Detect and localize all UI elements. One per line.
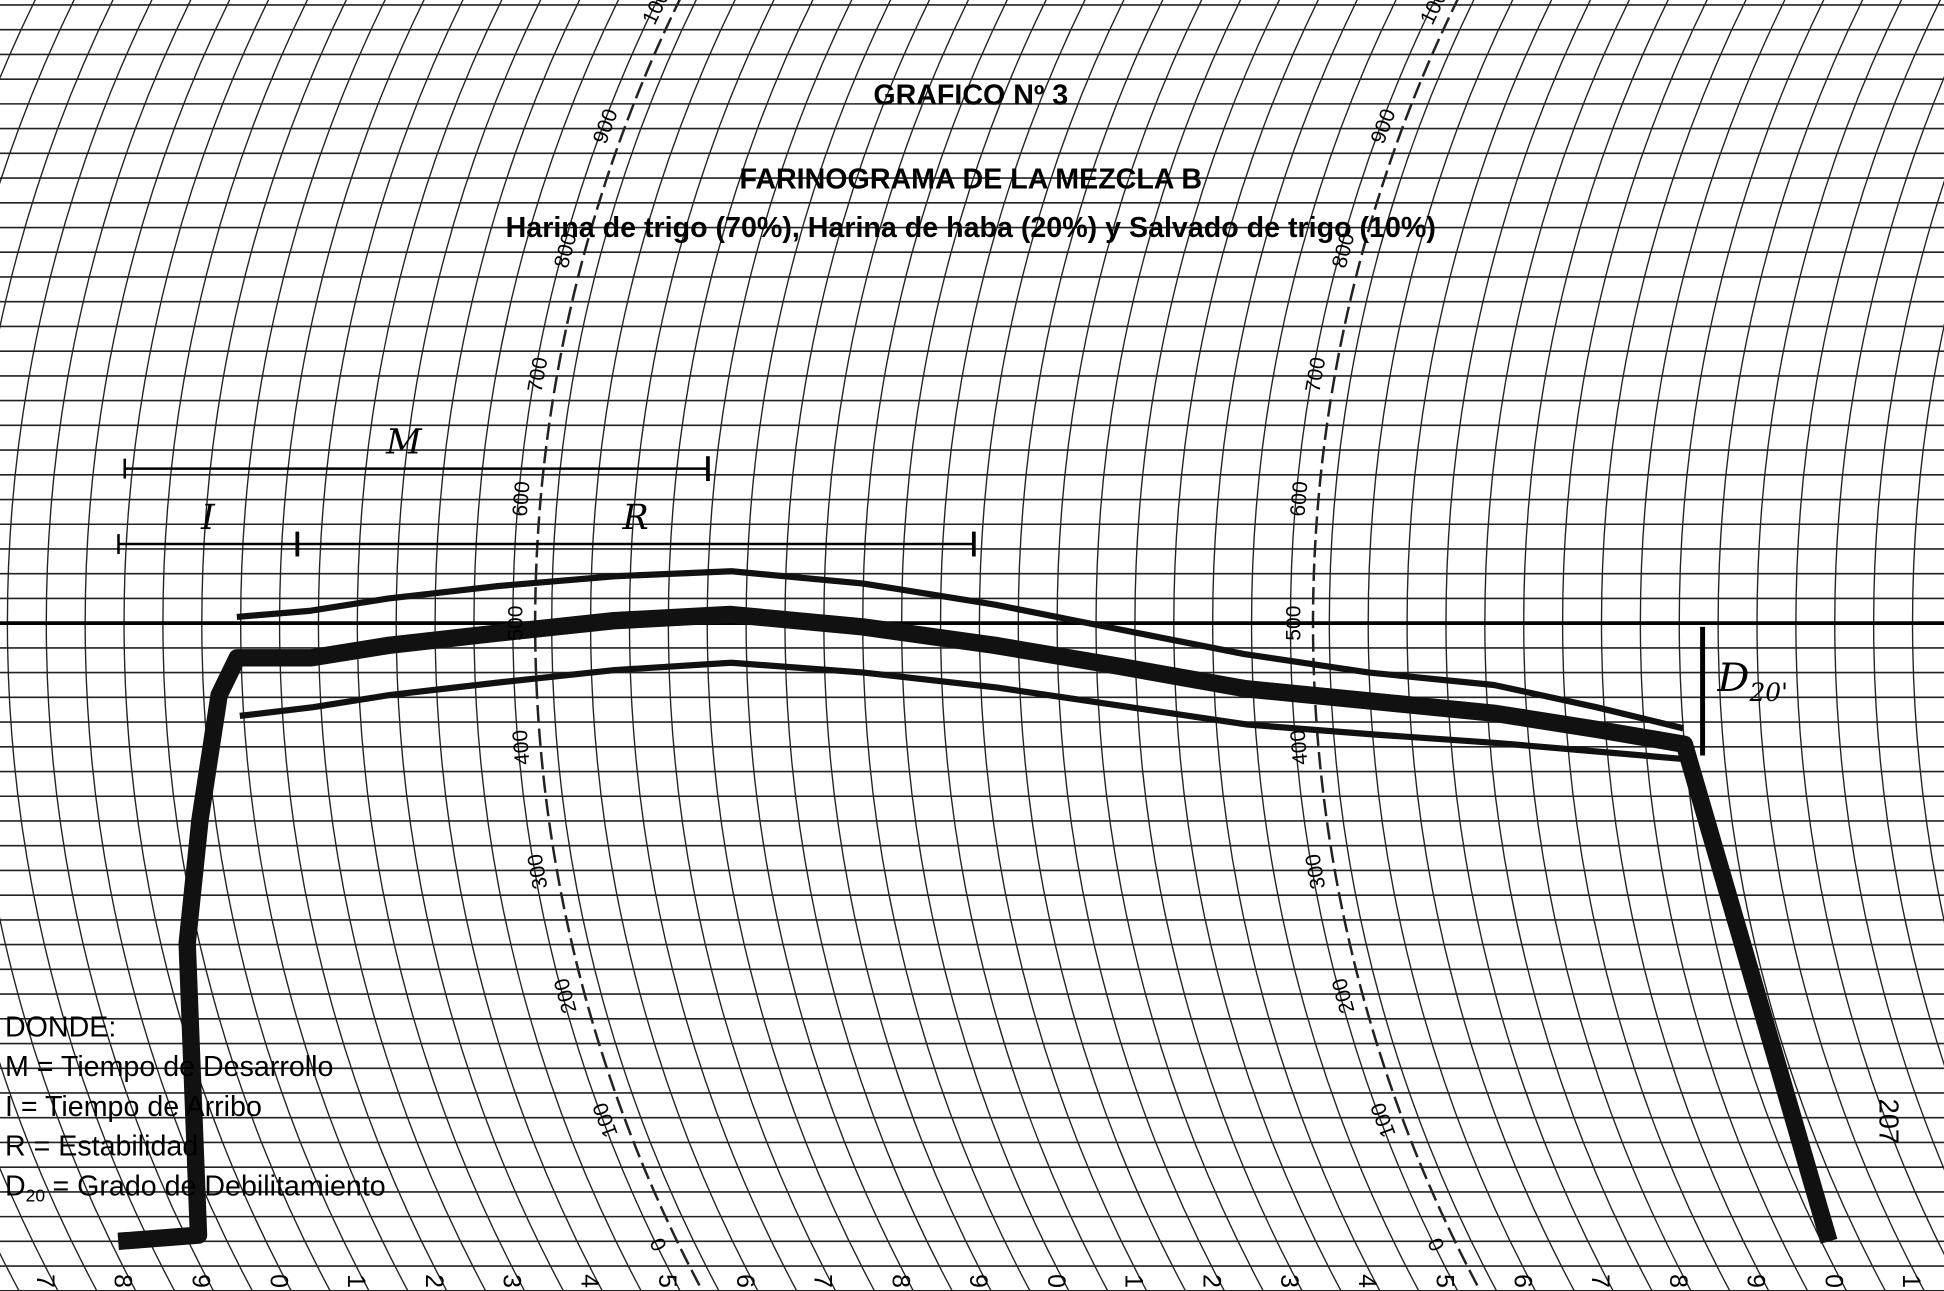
note-text: = Grado de Debilitamiento xyxy=(52,1170,385,1202)
y-tick-label: 400 xyxy=(1286,729,1312,766)
sheet-label: 207 xyxy=(1873,1099,1904,1145)
page: GRAFICO Nº 3 FARINOGRAMA DE LA MEZCLA B … xyxy=(0,0,1944,1291)
y-tick-label: 500 xyxy=(505,606,528,641)
note: M = Tiempo de Desarrollo xyxy=(5,1051,333,1083)
x-tick-label: 8 xyxy=(1664,1274,1691,1288)
x-tick-label: 8 xyxy=(109,1274,136,1288)
note-sub: 20 xyxy=(26,1186,45,1206)
x-tick-label: 1 xyxy=(342,1274,369,1288)
x-tick-label: 2 xyxy=(420,1274,447,1288)
x-tick-label: 1 xyxy=(1120,1274,1147,1288)
y-tick-label: 600 xyxy=(509,480,535,517)
x-tick-label: 3 xyxy=(1275,1274,1302,1288)
note: R = Estabilidad xyxy=(5,1131,198,1163)
x-tick-label: 4 xyxy=(575,1274,602,1288)
note: DONDE: xyxy=(5,1012,116,1044)
weakening-sub: 20' xyxy=(1748,678,1788,707)
x-tick-label: 0 xyxy=(264,1274,291,1288)
chart-subtitle: FARINOGRAMA DE LA MEZCLA B xyxy=(739,164,1202,196)
x-tick-label: 0 xyxy=(1042,1274,1069,1288)
y-tick-label: 600 xyxy=(1286,480,1312,517)
x-tick-label: 7 xyxy=(1586,1274,1613,1288)
x-tick-label: 8 xyxy=(886,1274,913,1288)
y-tick-label: 400 xyxy=(509,729,535,766)
note-symbol: D xyxy=(5,1170,26,1202)
bracket-label: I xyxy=(200,498,216,538)
x-tick-label: 9 xyxy=(186,1274,213,1288)
chart: GRAFICO Nº 3 FARINOGRAMA DE LA MEZCLA B … xyxy=(0,0,1944,1291)
x-tick-label: 9 xyxy=(964,1274,991,1288)
x-tick-label: 0 xyxy=(1819,1274,1846,1288)
x-tick-label: 7 xyxy=(809,1274,836,1288)
y-tick-label: 500 xyxy=(1283,606,1306,641)
x-tick-label: 3 xyxy=(498,1274,525,1288)
x-tick-label: 5 xyxy=(653,1274,680,1288)
x-tick-label: 5 xyxy=(1431,1274,1458,1288)
x-tick-label: 6 xyxy=(731,1274,758,1288)
note: D20 = Grado de Debilitamiento xyxy=(5,1170,386,1205)
x-tick-label: 9 xyxy=(1742,1274,1769,1288)
x-tick-label: 1 xyxy=(1897,1274,1924,1288)
x-tick-label: 7 xyxy=(31,1274,58,1288)
weakening-symbol: D xyxy=(1717,655,1750,701)
x-tick-label: 6 xyxy=(1508,1274,1535,1288)
x-tick-label: 4 xyxy=(1353,1274,1380,1288)
note: I = Tiempo de Arribo xyxy=(5,1091,262,1123)
chart-description: Harina de trigo (70%), Harina de haba (2… xyxy=(506,212,1436,244)
x-tick-label: 2 xyxy=(1197,1274,1224,1288)
bracket-label: M xyxy=(385,423,423,463)
bracket-label: R xyxy=(621,498,648,538)
chart-title: GRAFICO Nº 3 xyxy=(873,79,1068,111)
